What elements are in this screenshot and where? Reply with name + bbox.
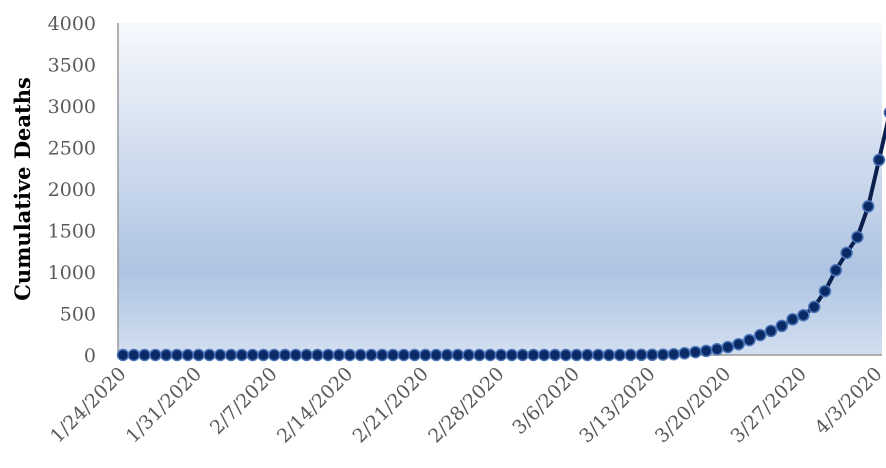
data-point (505, 348, 519, 362)
data-point (321, 348, 335, 362)
x-tick-label: 3/27/2020 (726, 363, 810, 447)
data-point (861, 200, 875, 213)
x-tick-label: 3/20/2020 (651, 363, 735, 447)
data-point (149, 348, 162, 362)
data-point (116, 348, 130, 362)
y-tick-label: 500 (60, 304, 96, 326)
data-point (408, 348, 421, 362)
data-point (386, 348, 400, 362)
data-point (451, 348, 465, 362)
x-tick-label: 1/24/2020 (46, 363, 130, 447)
data-point (257, 348, 270, 362)
data-point (721, 340, 735, 354)
x-tick-label: 4/3/2020 (811, 363, 886, 439)
data-point (829, 264, 843, 277)
data-point (343, 348, 357, 362)
data-point (548, 348, 562, 362)
data-point (689, 345, 702, 359)
data-point (246, 348, 259, 362)
data-point (127, 348, 141, 362)
data-point (753, 328, 767, 342)
data-point (624, 348, 637, 362)
data-point (159, 348, 173, 362)
data-point (797, 308, 810, 322)
data-point (462, 348, 475, 362)
data-point (300, 348, 313, 362)
data-point (181, 348, 195, 362)
data-point (645, 348, 659, 362)
data-point (527, 348, 540, 362)
data-point (516, 348, 529, 362)
x-tick-label: 2/21/2020 (348, 363, 432, 447)
x-tick-label: 1/31/2020 (122, 363, 206, 447)
x-tick-label: 2/7/2020 (206, 363, 282, 439)
data-point (807, 300, 821, 314)
data-point (289, 348, 303, 362)
data-point (656, 348, 670, 361)
data-point (667, 347, 681, 361)
data-point (224, 348, 238, 362)
data-point (602, 348, 616, 362)
y-tick-label: 3500 (48, 55, 96, 77)
data-point (494, 348, 508, 362)
data-point (537, 348, 551, 362)
series-markers (116, 107, 886, 362)
plot-area (118, 23, 882, 355)
x-tick-label: 2/14/2020 (273, 363, 357, 447)
data-point (311, 348, 324, 362)
y-tick-label: 2500 (48, 138, 96, 160)
y-tick-label: 1500 (48, 221, 96, 243)
data-point (354, 348, 367, 362)
data-point (840, 246, 853, 260)
data-point (267, 348, 281, 362)
data-point (635, 348, 648, 362)
data-point (138, 348, 151, 362)
data-point (710, 342, 724, 356)
data-point (699, 344, 713, 358)
data-point (213, 348, 227, 362)
data-point (483, 348, 497, 362)
y-tick-label: 3000 (48, 96, 96, 118)
data-point (732, 337, 745, 351)
data-point (872, 153, 886, 167)
data-point (764, 324, 778, 338)
data-point (203, 348, 216, 362)
y-axis-tick-labels: 0 500 1000 1500 2000 2500 3000 3500 4000 (48, 13, 96, 367)
data-point (365, 348, 378, 362)
data-point (332, 348, 346, 362)
data-point (192, 348, 205, 362)
data-point (429, 348, 443, 362)
data-point (375, 348, 389, 362)
data-point (397, 348, 411, 362)
data-point (581, 348, 594, 362)
y-tick-label: 1000 (48, 262, 96, 284)
data-point (473, 348, 486, 362)
data-point (559, 348, 573, 362)
data-point (775, 319, 789, 333)
data-point (591, 348, 605, 362)
x-tick-label: 2/28/2020 (424, 363, 508, 447)
y-tick-label: 0 (84, 345, 96, 367)
x-tick-label: 3/6/2020 (508, 363, 584, 439)
data-point (851, 230, 864, 244)
data-point (818, 284, 832, 298)
data-point (613, 348, 627, 362)
x-tick-label: 3/13/2020 (575, 363, 659, 447)
y-axis-title: Cumulative Deaths (10, 77, 35, 301)
data-point (786, 313, 799, 326)
data-point (570, 348, 583, 362)
data-point (235, 348, 249, 362)
data-point (170, 348, 184, 362)
y-tick-label: 2000 (48, 179, 96, 201)
data-point (743, 333, 756, 347)
data-point (278, 348, 292, 362)
y-tick-label: 4000 (48, 13, 96, 35)
data-point (678, 347, 691, 360)
data-point (440, 348, 454, 362)
data-point (419, 348, 432, 362)
